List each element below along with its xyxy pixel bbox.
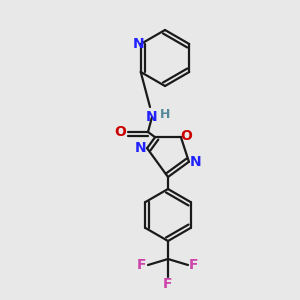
Text: O: O <box>114 125 126 139</box>
Text: F: F <box>137 258 147 272</box>
Text: N: N <box>146 110 158 124</box>
Text: N: N <box>133 37 145 51</box>
Text: O: O <box>180 129 192 143</box>
Text: N: N <box>134 141 146 155</box>
Text: F: F <box>189 258 199 272</box>
Text: N: N <box>190 155 202 169</box>
Text: H: H <box>160 107 170 121</box>
Text: F: F <box>163 277 173 291</box>
